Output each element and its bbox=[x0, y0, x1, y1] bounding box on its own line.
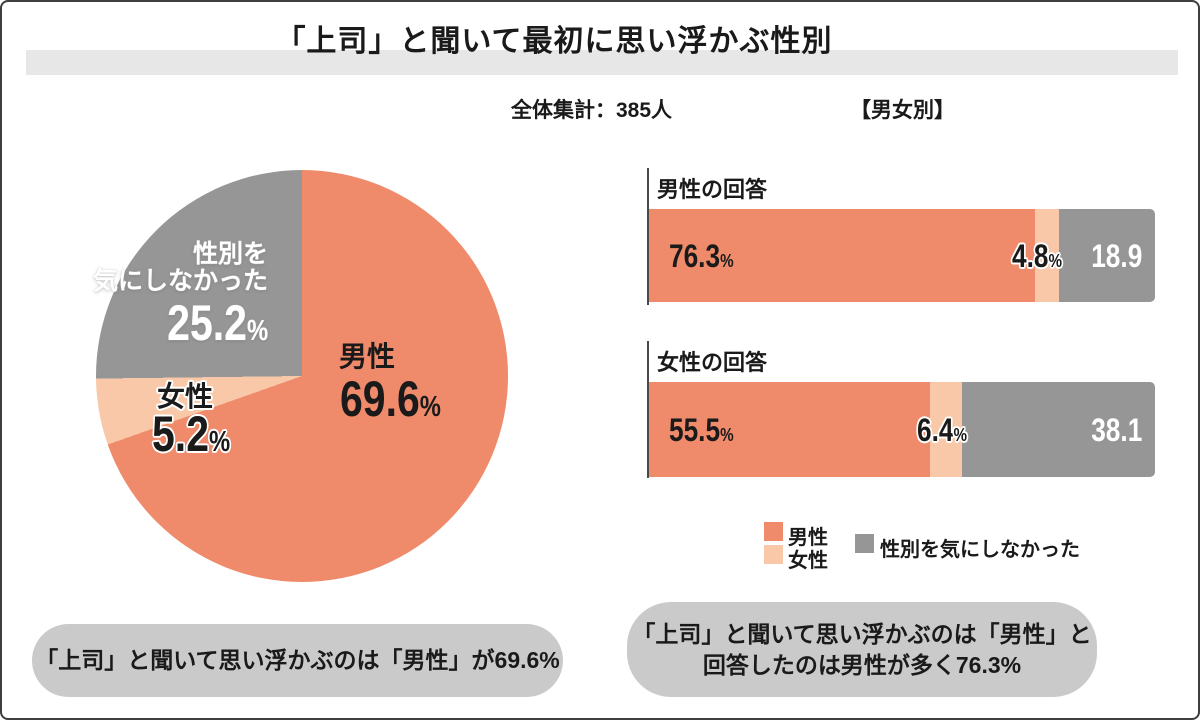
bar-category-label-male: 男性の回答 bbox=[657, 177, 768, 202]
legend-label-female: 女性 bbox=[788, 550, 828, 572]
bar-category-label-female: 女性の回答 bbox=[657, 350, 768, 375]
total-count-label: 全体集計：385人 bbox=[511, 99, 673, 122]
bar-track bbox=[649, 382, 1155, 477]
bar-row: 55.5% 6.4% 38.1 bbox=[649, 382, 1155, 477]
legend-swatch-male bbox=[764, 522, 783, 541]
bar-segment bbox=[929, 382, 963, 477]
bar-value-female: 6.4% bbox=[916, 411, 968, 448]
bar-segment bbox=[962, 382, 1155, 477]
bar-value-female: 4.8% bbox=[1011, 237, 1063, 274]
pie-slice-value-neutral: 25.2% bbox=[167, 295, 268, 351]
bar-track bbox=[649, 209, 1155, 302]
bar-value-neutral: 18.9 bbox=[1090, 237, 1142, 274]
pie-slice-label-male: 男性 bbox=[339, 341, 396, 372]
legend-swatch-female bbox=[764, 545, 783, 564]
bar-axis-line-male bbox=[647, 168, 649, 305]
summary-callout-pie: 「上司」と聞いて思い浮かぶのは「男性」が69.6% bbox=[32, 624, 563, 697]
pie-slice-value-male: 69.6% bbox=[340, 371, 441, 427]
pie-slice-label-female: 女性 bbox=[157, 381, 214, 412]
bar-axis-line-female bbox=[647, 341, 649, 478]
bar-segment bbox=[649, 382, 930, 477]
pie-chart bbox=[96, 170, 508, 582]
legend-label-male: 男性 bbox=[788, 527, 828, 549]
pie-neutral-label-line1: 性別を bbox=[192, 240, 268, 268]
pie-slice-label-neutral: 性別を 気にしなかった 25.2% bbox=[42, 241, 268, 356]
legend-swatch-neutral bbox=[855, 534, 874, 553]
bar-segment bbox=[1059, 209, 1155, 302]
by-gender-label: 【男女別】 bbox=[850, 99, 955, 122]
bar-value-male: 55.5% bbox=[669, 411, 734, 448]
summary-callout-bars: 「上司」と聞いて思い浮かぶのは「男性」と 回答したのは男性が多く76.3% bbox=[627, 602, 1097, 697]
bar-value-male: 76.3% bbox=[669, 237, 734, 274]
bar-value-neutral: 38.1 bbox=[1090, 411, 1142, 448]
pie-slice-value-female: 5.2% bbox=[152, 406, 231, 462]
bar-segment bbox=[649, 209, 1036, 302]
bar-segment bbox=[1035, 209, 1060, 302]
summary-callout-bars-line2: 回答したのは男性が多く76.3% bbox=[702, 652, 1022, 678]
bar-row: 76.3% 4.8% 18.9 bbox=[649, 209, 1155, 302]
page-title: 「上司」と聞いて最初に思い浮かぶ性別 bbox=[275, 25, 833, 58]
legend-label-neutral: 性別を気にしなかった bbox=[880, 539, 1080, 561]
title-highlight-band bbox=[26, 50, 1178, 75]
summary-callout-bars-line1: 「上司」と聞いて思い浮かぶのは「男性」と bbox=[632, 621, 1092, 647]
pie-neutral-label-line2: 気にしなかった bbox=[92, 267, 268, 295]
